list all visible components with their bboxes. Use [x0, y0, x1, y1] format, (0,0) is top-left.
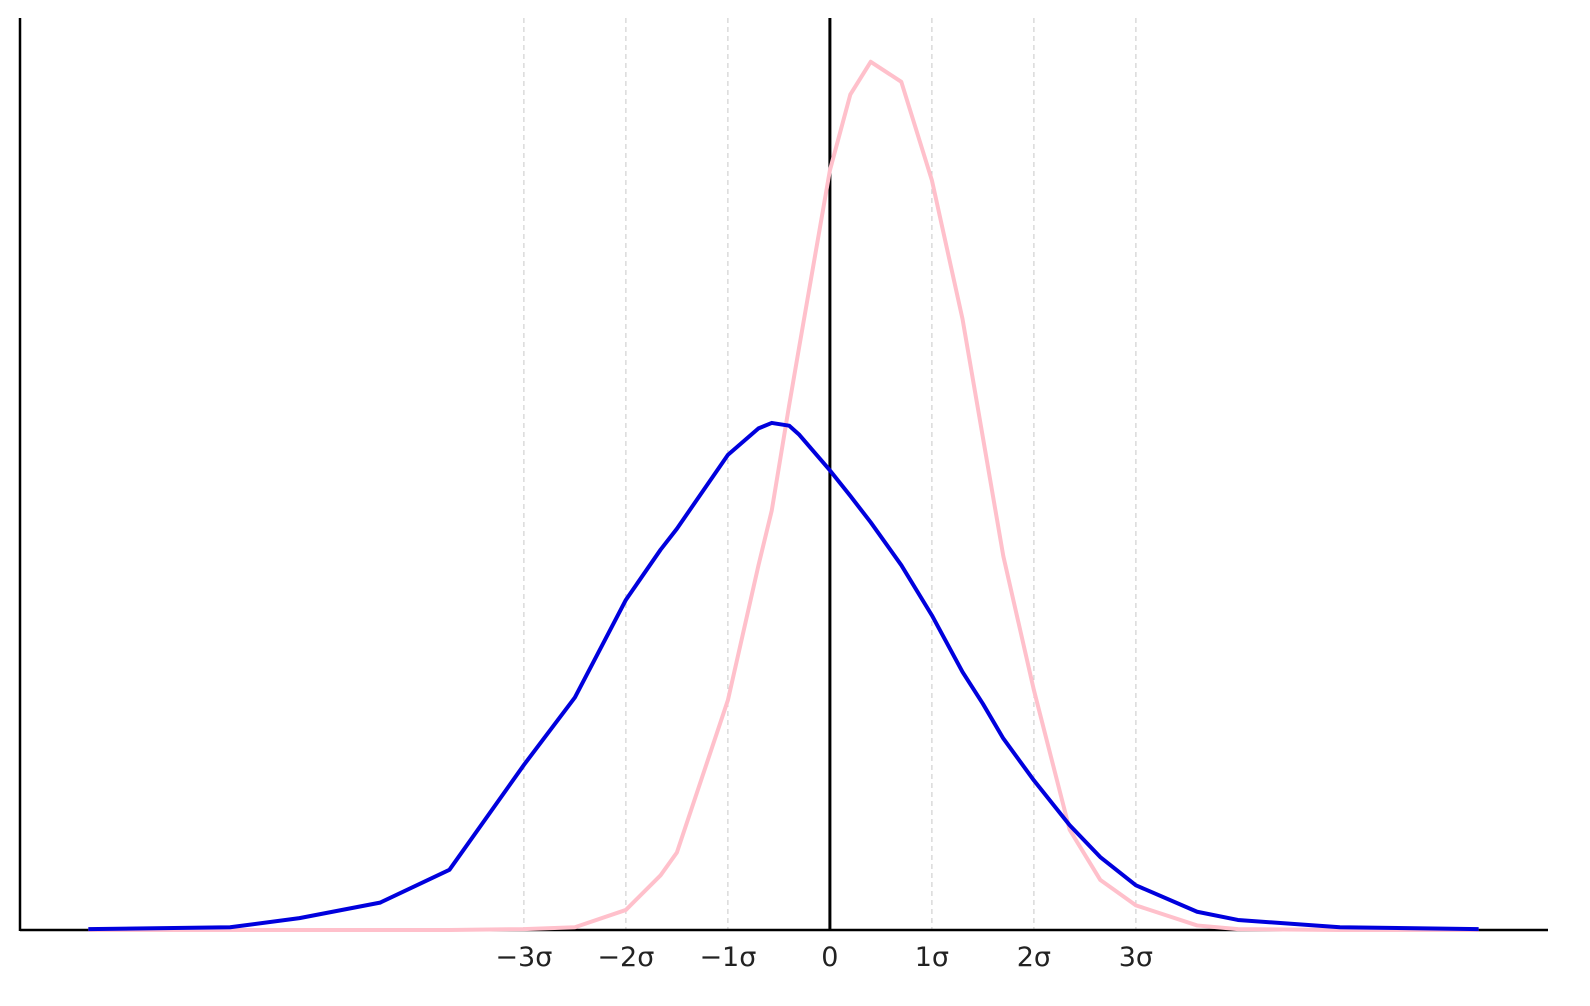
x-tick-label: −2σ: [597, 942, 654, 973]
density-line: [88, 59, 1479, 932]
x-tick-label: −1σ: [699, 942, 756, 973]
x-tick-label: 1σ: [915, 942, 949, 973]
x-tick-label: 3σ: [1119, 942, 1153, 973]
density-line: [88, 420, 1479, 932]
x-tick-label: −3σ: [495, 942, 552, 973]
x-tick-label: 2σ: [1017, 942, 1051, 973]
x-tick-label: 0: [821, 942, 838, 973]
